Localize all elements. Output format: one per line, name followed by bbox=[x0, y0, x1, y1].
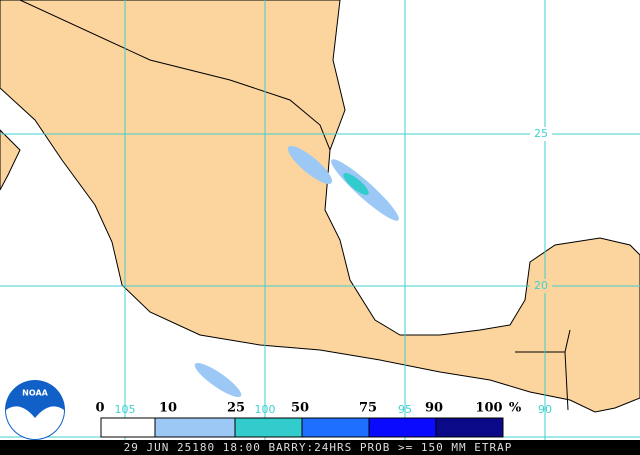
legend-swatch bbox=[100, 417, 156, 438]
legend-swatch bbox=[234, 417, 303, 438]
longitude-label: 105 bbox=[115, 403, 136, 416]
latitude-label: 20 bbox=[534, 279, 548, 292]
logo-wave bbox=[6, 406, 64, 439]
border-guatemala bbox=[515, 329, 571, 411]
probability-areas bbox=[194, 145, 399, 398]
prob-area-25 bbox=[343, 173, 369, 195]
legend-swatch bbox=[368, 417, 437, 438]
border-us bbox=[19, 0, 331, 151]
footer-bar bbox=[0, 440, 640, 455]
legend-label: 90 bbox=[425, 401, 443, 416]
longitude-label: 95 bbox=[398, 403, 412, 416]
land-baja bbox=[0, 129, 21, 191]
label-bg bbox=[530, 279, 552, 293]
longitude-label: 100 bbox=[255, 403, 276, 416]
legend-label: 25 bbox=[227, 401, 245, 416]
latitude-label: 25 bbox=[534, 127, 548, 140]
logo-text: NOAA bbox=[22, 389, 48, 398]
legend: 0 10 25 50 75 90 100 % bbox=[95, 401, 522, 438]
legend-swatch bbox=[435, 417, 504, 438]
footer-text: 29 JUN 25180 18:00 BARRY:24HRS PROB >= 1… bbox=[124, 441, 513, 454]
legend-label: 75 bbox=[359, 401, 377, 416]
legend-label: 10 bbox=[159, 401, 177, 416]
legend-swatch bbox=[154, 417, 236, 438]
land-mexico bbox=[0, 0, 640, 413]
prob-area-10 bbox=[288, 146, 322, 170]
legend-label: 100 bbox=[475, 401, 502, 416]
legend-label: 0 bbox=[95, 401, 104, 416]
legend-unit: % bbox=[509, 401, 522, 416]
legend-label: 50 bbox=[291, 401, 309, 416]
noaa-logo: NOAA bbox=[5, 380, 65, 440]
longitude-label: 90 bbox=[538, 403, 552, 416]
label-bg bbox=[530, 127, 552, 141]
legend-swatch bbox=[301, 417, 370, 438]
prob-area-10 bbox=[194, 362, 242, 398]
